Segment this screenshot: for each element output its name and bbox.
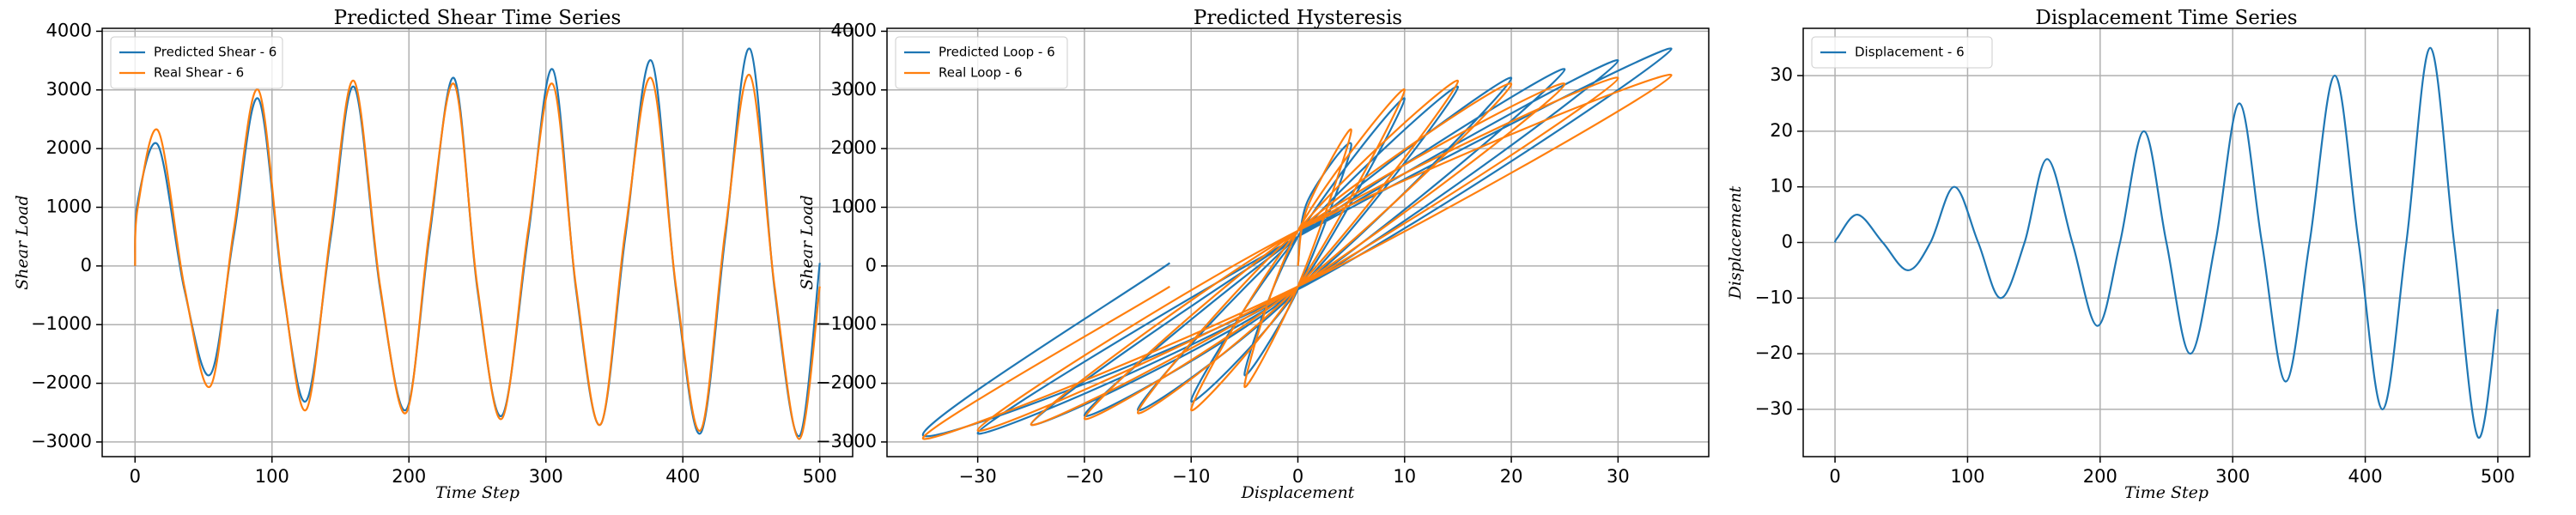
- y-tick-label: −2000: [31, 373, 92, 393]
- legend-box: [895, 36, 1068, 89]
- legend-label: Displacement - 6: [1855, 45, 1965, 60]
- y-tick-label: 0: [81, 255, 92, 276]
- x-tick-label: 200: [2083, 466, 2117, 487]
- x-tick-label: 500: [2481, 466, 2515, 487]
- y-tick-label: 20: [1770, 120, 1793, 141]
- y-axis-label: Shear Load: [798, 195, 817, 290]
- legend: Displacement - 6: [1811, 36, 1993, 69]
- y-tick-label: 4000: [831, 20, 877, 40]
- y-tick-label: 3000: [831, 79, 877, 100]
- subplot: 0 100 200 300 400 500 −30 −20 −10 0 10 20 30 Displace…: [1726, 7, 2530, 502]
- x-tick-label: 100: [255, 466, 289, 487]
- series-line: [921, 47, 1673, 438]
- x-tick-label: 400: [665, 466, 700, 487]
- y-tick-label: 1000: [46, 196, 92, 216]
- legend: Predicted Shear - 6 Real Shear - 6: [110, 36, 283, 89]
- y-tick-label: −3000: [816, 431, 877, 451]
- y-tick-label: 10: [1770, 176, 1793, 197]
- legend-label: Predicted Loop - 6: [939, 45, 1055, 60]
- x-tick-label: −10: [1172, 466, 1210, 487]
- x-tick-label: 20: [1500, 466, 1523, 487]
- x-axis-label: Time Step: [435, 483, 519, 502]
- legend-label: Real Loop - 6: [939, 65, 1023, 81]
- x-tick-label: −30: [958, 466, 996, 487]
- axes-frame: [886, 27, 1710, 457]
- chart-title: Displacement Time Series: [2035, 7, 2297, 29]
- y-tick-label: −1000: [816, 313, 877, 334]
- subplot: −30 −20 −10 0 10 20 30 −3000 −2000 −1000 0 1000 2000…: [798, 7, 1710, 502]
- x-tick-label: 100: [1950, 466, 1984, 487]
- y-tick-label: 1000: [831, 196, 877, 216]
- x-tick-label: 300: [529, 466, 563, 487]
- x-tick-label: 10: [1393, 466, 1416, 487]
- x-tick-label: 0: [1829, 466, 1840, 487]
- chart-title: Predicted Shear Time Series: [334, 7, 622, 29]
- axes-frame: [1802, 27, 2530, 457]
- y-tick-label: 0: [1782, 232, 1793, 252]
- x-tick-label: 0: [130, 466, 141, 487]
- y-tick-label: 2000: [46, 137, 92, 158]
- x-tick-label: 200: [392, 466, 426, 487]
- y-tick-label: −10: [1755, 287, 1793, 307]
- x-tick-label: 500: [803, 466, 837, 487]
- x-axis-label: Displacement: [1241, 483, 1355, 502]
- legend-label: Real Shear - 6: [154, 65, 244, 81]
- x-tick-label: 300: [2215, 466, 2250, 487]
- subplot: 0 100 200 300 400 500 −3000 −2000 −1000 0 1000 2000…: [13, 7, 854, 502]
- legend: Predicted Loop - 6 Real Loop - 6: [895, 36, 1068, 89]
- legend-label: Predicted Shear - 6: [154, 45, 276, 60]
- x-tick-label: 30: [1607, 466, 1630, 487]
- y-tick-label: −3000: [31, 431, 92, 451]
- y-tick-label: −2000: [816, 373, 877, 393]
- y-tick-label: −1000: [31, 313, 92, 334]
- x-tick-label: 400: [2348, 466, 2383, 487]
- series-line: [134, 47, 821, 438]
- y-tick-label: 4000: [46, 20, 92, 40]
- legend-box: [1811, 36, 1993, 69]
- x-axis-label: Time Step: [2124, 483, 2208, 502]
- y-tick-label: 0: [866, 255, 877, 276]
- y-tick-label: −30: [1755, 398, 1793, 419]
- y-axis-label: Displacement: [1726, 185, 1745, 300]
- y-axis-label: Shear Load: [13, 195, 32, 290]
- x-tick-label: 0: [1292, 466, 1303, 487]
- y-tick-label: 2000: [831, 137, 877, 158]
- legend-box: [110, 36, 283, 89]
- series-line: [134, 74, 821, 440]
- y-tick-label: 3000: [46, 79, 92, 100]
- y-tick-label: 30: [1770, 64, 1793, 85]
- y-tick-label: −20: [1755, 342, 1793, 363]
- chart-title: Predicted Hysteresis: [1194, 7, 1402, 29]
- series-line: [921, 73, 1673, 440]
- axes-frame: [101, 27, 854, 457]
- x-tick-label: −20: [1066, 466, 1103, 487]
- series-line: [1834, 46, 2500, 439]
